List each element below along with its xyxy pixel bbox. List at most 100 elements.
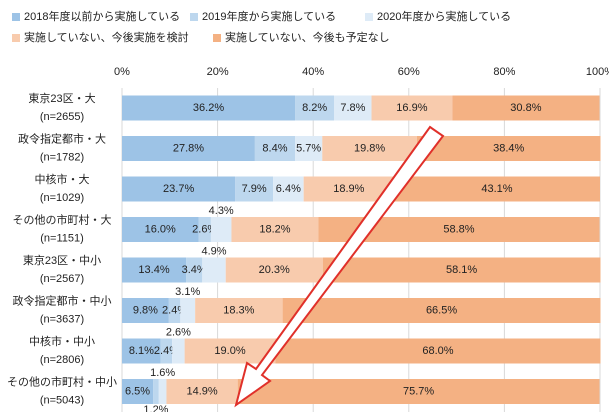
category-label: (n=2806): [40, 354, 84, 366]
bar-segment: [371, 95, 453, 121]
legend-label: 2018年度以前から実施している: [24, 9, 180, 23]
bar-segment: [168, 298, 181, 323]
category-label: 中核市・中小: [29, 334, 95, 348]
value-label: 75.7%: [403, 385, 434, 397]
bar-segment: [166, 379, 238, 404]
category-label: 中核市・大: [35, 172, 90, 186]
category-label: (n=2567): [40, 273, 84, 285]
category-label: (n=1151): [40, 232, 84, 244]
bar-segment: [225, 257, 323, 283]
value-label: 4.3%: [209, 205, 234, 217]
bar-segment: [160, 338, 173, 364]
value-label: 8.1%: [129, 345, 154, 357]
value-label: 23.7%: [163, 183, 194, 195]
value-label: 14.9%: [186, 385, 217, 397]
value-label: 2.6%: [166, 326, 191, 338]
legend-label: 実施していない、今後も予定なし: [225, 30, 390, 44]
category-label: その他の市町村・大: [13, 212, 112, 226]
bar-segment: [122, 176, 236, 202]
x-tick-label: 100%: [586, 66, 609, 78]
value-label: 6.4%: [276, 183, 301, 195]
bar-segment: [275, 338, 601, 364]
value-label: 6.5%: [125, 385, 150, 397]
legend-swatch: [190, 13, 198, 21]
bar-segment: [202, 257, 226, 283]
bar-segment: [295, 95, 335, 121]
value-label: 20.3%: [259, 264, 290, 276]
trend-arrow: [234, 125, 445, 408]
value-label: 9.8%: [133, 304, 158, 316]
bar-segment: [195, 298, 283, 323]
legend-label: 2020年度から実施している: [377, 9, 511, 23]
legend-swatch: [12, 34, 20, 42]
value-label: 18.9%: [333, 183, 364, 195]
value-label: 16.0%: [145, 223, 176, 235]
bar-segment: [235, 176, 274, 202]
legend-swatch: [12, 13, 20, 21]
value-label: 3.1%: [175, 286, 200, 298]
value-label: 38.4%: [493, 142, 524, 154]
value-label: 58.8%: [443, 223, 474, 235]
value-label: 13.4%: [138, 264, 169, 276]
value-label: 8.2%: [302, 102, 327, 114]
bar-segment: [231, 217, 319, 242]
legend-swatch: [365, 13, 373, 21]
value-label: 8.4%: [262, 142, 287, 154]
bar-segment: [184, 338, 276, 364]
category-label: 政令指定都市・中小: [13, 293, 112, 307]
category-label: (n=5043): [40, 394, 84, 406]
bar-segment: [295, 136, 323, 161]
bar-segment: [186, 257, 203, 283]
bar-segment: [122, 136, 255, 161]
value-label: 58.1%: [446, 264, 477, 276]
value-label: 5.7%: [296, 142, 321, 154]
bar-segment: [172, 338, 185, 364]
value-label: 19.8%: [354, 142, 385, 154]
category-label: 東京23区・大: [28, 91, 95, 105]
value-label: 3.4%: [182, 264, 207, 276]
category-label: (n=2655): [40, 111, 84, 123]
bar-segment: [322, 136, 417, 161]
legend-label: 実施していない、今後実施を検討: [24, 30, 189, 44]
value-label: 4.9%: [201, 245, 226, 257]
bar-segment: [393, 176, 600, 202]
legend-swatch: [213, 34, 221, 42]
value-label: 19.0%: [214, 345, 245, 357]
bar-segment: [122, 298, 169, 323]
value-label: 30.8%: [510, 102, 541, 114]
value-label: 43.1%: [481, 183, 512, 195]
value-label: 1.2%: [143, 404, 168, 412]
value-label: 18.2%: [259, 223, 290, 235]
bar-segment: [122, 379, 154, 404]
category-label: (n=1029): [40, 192, 84, 204]
category-label: (n=1782): [40, 151, 84, 163]
value-label: 68.0%: [422, 345, 453, 357]
bar-segment: [254, 136, 296, 161]
category-label: 東京23区・中小: [23, 253, 101, 267]
category-label: (n=3637): [40, 313, 84, 325]
x-tick-label: 20%: [207, 66, 229, 78]
category-label: その他の市町村・中小: [7, 374, 117, 388]
plot: 2018年度以前から実施している 2019年度から実施している 2020年度から実施…: [7, 9, 609, 412]
value-label: 27.8%: [173, 142, 204, 154]
x-tick-label: 60%: [398, 66, 420, 78]
bar-segment: [273, 176, 304, 202]
bar-segment: [416, 136, 601, 161]
bar-segment: [122, 257, 187, 283]
value-label: 36.2%: [193, 102, 224, 114]
value-label: 1.6%: [150, 367, 175, 379]
bar-segment: [122, 217, 199, 242]
bar-segment: [122, 95, 296, 121]
bar-segment: [158, 379, 167, 404]
bar-segment: [452, 95, 600, 121]
bar-segment: [322, 257, 601, 283]
value-label: 7.9%: [242, 183, 267, 195]
legend-label: 2019年度から実施している: [202, 9, 336, 23]
value-label: 18.3%: [223, 304, 254, 316]
bar-segment: [237, 379, 600, 404]
x-tick-label: 40%: [302, 66, 324, 78]
bar-segment: [198, 217, 211, 242]
value-label: 66.5%: [426, 304, 457, 316]
